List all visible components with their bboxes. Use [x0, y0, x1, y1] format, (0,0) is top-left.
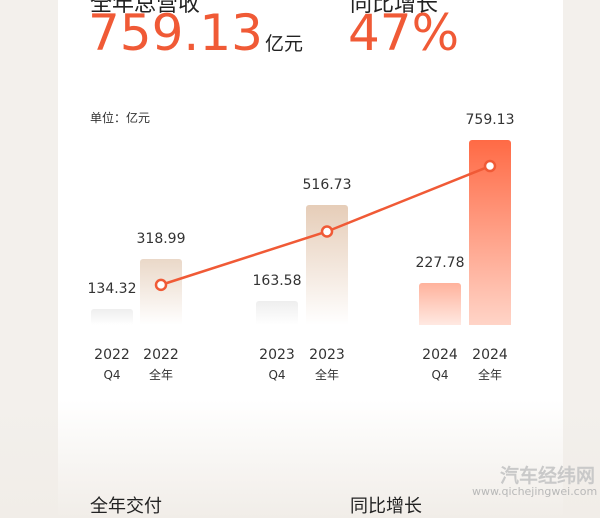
x-tick-label: 2023 Q4	[259, 347, 295, 382]
x-tick-label: 2022 Q4	[94, 347, 130, 382]
watermark-logo: 汽车经纬网	[500, 465, 596, 487]
value-label: 759.13	[465, 112, 515, 129]
x-tick-label: 2022 全年	[143, 347, 179, 382]
line-point	[320, 225, 334, 238]
delivery-label: 全年交付	[90, 496, 162, 517]
value-label: 516.73	[302, 177, 352, 194]
value-label: 163.58	[252, 272, 302, 289]
x-tick-label: 2024 全年	[472, 347, 508, 382]
value-label: 227.78	[415, 255, 465, 272]
value-label: 134.32	[87, 280, 137, 297]
x-tick-label: 2023 全年	[309, 347, 345, 382]
bar	[140, 258, 182, 325]
revenue-value: 759.13 亿元	[88, 8, 303, 58]
line-point	[154, 278, 168, 292]
bar	[91, 308, 133, 325]
growth-label: 同比增长	[350, 0, 439, 17]
unit-label: 单位：亿元	[90, 111, 151, 125]
x-tick-label: 2024 Q4	[422, 347, 458, 382]
revenue-label: 全年总营收	[90, 0, 201, 17]
bar	[419, 283, 461, 325]
revenue-unit: 亿元	[264, 33, 303, 55]
delivery-growth-label: 同比增长	[350, 496, 422, 517]
background-fade	[0, 400, 600, 518]
value-label: 318.99	[136, 230, 186, 247]
watermark-url: www.qichejingwei.com	[472, 485, 598, 498]
growth-value: 47%	[348, 4, 460, 62]
bar	[256, 300, 298, 325]
revenue-number: 759.13	[88, 4, 263, 62]
line-point	[483, 159, 497, 173]
